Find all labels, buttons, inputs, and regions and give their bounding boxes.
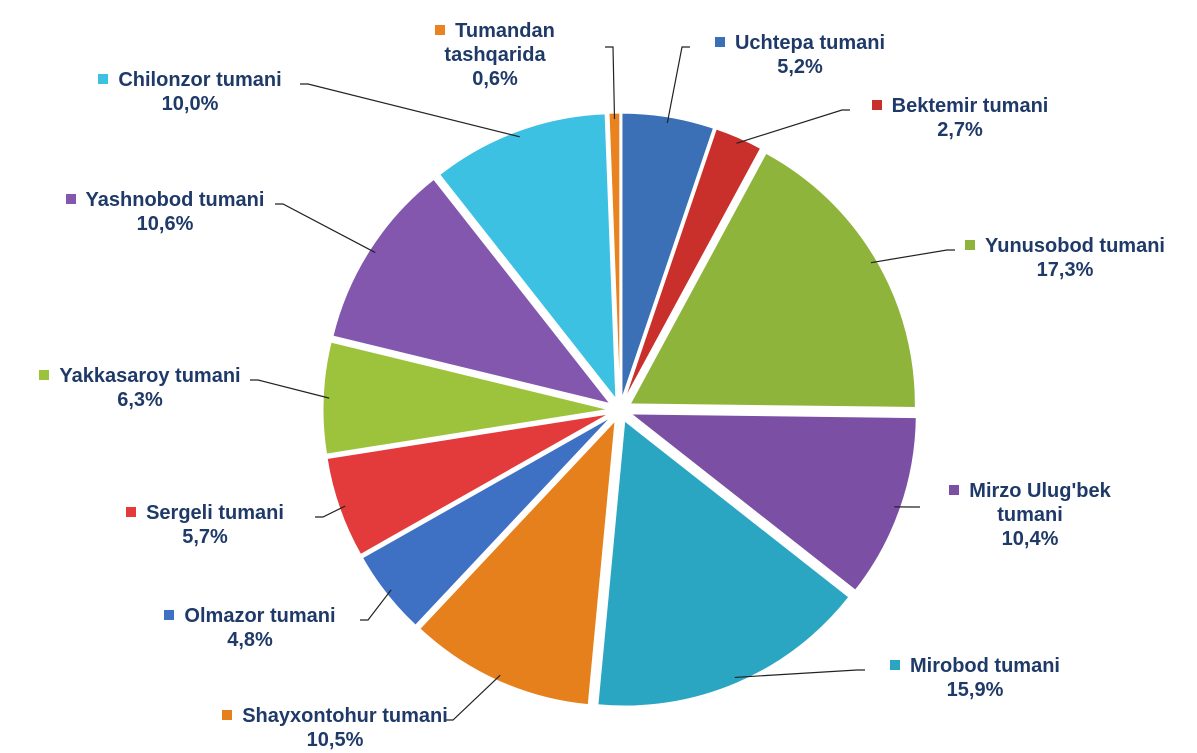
slice-label: Shayxontohur tumani 10,5% xyxy=(210,704,460,752)
legend-swatch xyxy=(98,74,109,84)
leader-line xyxy=(736,109,850,144)
leader-line xyxy=(360,589,392,621)
leader-line xyxy=(666,46,690,123)
value-label: 10,0% xyxy=(161,93,219,115)
legend-swatch xyxy=(871,100,882,110)
category-label: Yakkasaroy tumani xyxy=(59,365,241,387)
category-label: Mirobod tumani xyxy=(910,655,1060,677)
slice-label: Mirobod tumani 15,9% xyxy=(850,654,1100,702)
leader-line xyxy=(275,203,376,254)
pie-slice xyxy=(624,128,762,400)
leader-line xyxy=(734,669,865,679)
pie-slice xyxy=(419,419,616,706)
value-label: 17,3% xyxy=(1036,259,1094,281)
pie-slice xyxy=(361,416,611,626)
legend-swatch xyxy=(39,370,50,380)
legend-swatch xyxy=(890,660,900,670)
slice-label: Yashnobod tumani 10,6% xyxy=(40,188,290,236)
slice-label: Yunusobod tumani 17,3% xyxy=(940,234,1190,282)
slice-label: Tumandan tashqarida 0,6% xyxy=(370,19,620,91)
pie-slice xyxy=(629,152,916,409)
label-name: Tumandan tashqarida xyxy=(410,19,580,67)
category-label: Uchtepa tumani xyxy=(734,32,886,54)
category-label: Shayxontohur tumani xyxy=(242,705,448,727)
label-name: Mirobod tumani xyxy=(850,654,1100,678)
legend-swatch xyxy=(164,610,175,620)
legend-swatch xyxy=(949,485,960,495)
slice-label: Olmazor tumani 4,8% xyxy=(125,604,375,652)
leader-line xyxy=(605,46,616,120)
slice-label: Sergeli tumani 5,7% xyxy=(80,501,330,549)
value-label: 2,7% xyxy=(937,119,983,141)
value-label: 5,2% xyxy=(777,56,823,78)
label-name: Yunusobod tumani xyxy=(940,234,1190,258)
pie-slice xyxy=(597,420,850,707)
label-name: Uchtepa tumani xyxy=(675,31,925,55)
value-label: 10,4% xyxy=(1001,528,1059,550)
category-label: Olmazor tumani xyxy=(184,605,336,627)
legend-swatch xyxy=(965,240,975,250)
slice-label: Uchtepa tumani 5,2% xyxy=(675,31,925,79)
legend-swatch xyxy=(435,25,446,35)
pie-slice xyxy=(439,113,617,401)
leader-line xyxy=(870,249,955,264)
leader-line xyxy=(445,674,501,721)
label-name: Sergeli tumani xyxy=(80,501,330,525)
pie-slice xyxy=(326,413,609,556)
legend-swatch xyxy=(126,507,137,517)
category-label: Sergeli tumani xyxy=(146,502,284,524)
category-label: Yunusobod tumani xyxy=(985,235,1165,257)
slice-label: Bektemir tumani 2,7% xyxy=(835,94,1085,142)
leader-line xyxy=(300,83,520,138)
legend-swatch xyxy=(222,710,233,720)
legend-swatch xyxy=(65,194,76,204)
category-label: Yashnobod tumani xyxy=(85,189,265,211)
label-name: Shayxontohur tumani xyxy=(210,704,460,728)
value-label: 10,6% xyxy=(136,213,194,235)
category-label: Bektemir tumani xyxy=(891,95,1049,117)
category-label: Mirzo Ulug'bek tumani xyxy=(969,480,1111,526)
value-label: 10,5% xyxy=(306,729,364,751)
slice-label: Yakkasaroy tumani 6,3% xyxy=(15,364,265,412)
label-name: Olmazor tumani xyxy=(125,604,375,628)
category-label: Chilonzor tumani xyxy=(118,69,282,91)
value-label: 5,7% xyxy=(182,526,228,548)
label-name: Yakkasaroy tumani xyxy=(15,364,265,388)
label-name: Yashnobod tumani xyxy=(40,188,290,212)
value-label: 0,6% xyxy=(472,68,518,90)
slice-label: Mirzo Ulug'bek tumani 10,4% xyxy=(905,479,1155,551)
category-label: Tumandan tashqarida xyxy=(444,20,555,66)
label-name: Chilonzor tumani xyxy=(65,68,315,92)
pie-slice xyxy=(629,413,917,591)
leader-line xyxy=(315,505,346,518)
label-name: Bektemir tumani xyxy=(835,94,1085,118)
value-label: 15,9% xyxy=(946,679,1004,701)
pie-slice xyxy=(322,341,609,455)
legend-swatch xyxy=(714,37,725,47)
value-label: 6,3% xyxy=(117,389,163,411)
label-name: Mirzo Ulug'bek tumani xyxy=(945,479,1115,527)
value-label: 4,8% xyxy=(227,629,273,651)
leader-line xyxy=(250,379,330,399)
slice-label: Chilonzor tumani 10,0% xyxy=(65,68,315,116)
